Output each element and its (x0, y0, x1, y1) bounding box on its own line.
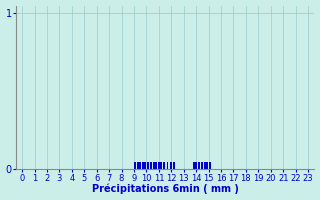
Bar (158, 162, 160, 169)
Bar (195, 162, 197, 169)
Bar (173, 162, 175, 169)
Bar (202, 162, 203, 169)
Bar (144, 162, 146, 169)
Bar (163, 162, 165, 169)
Bar (167, 162, 169, 169)
Bar (139, 162, 141, 169)
Bar (209, 162, 211, 169)
Bar (170, 162, 172, 169)
Bar (206, 162, 208, 169)
Bar (142, 162, 144, 169)
Bar (137, 162, 139, 169)
Bar (156, 162, 157, 169)
Bar (147, 162, 148, 169)
Bar (193, 162, 195, 169)
X-axis label: Précipitations 6min ( mm ): Précipitations 6min ( mm ) (92, 184, 238, 194)
Bar (160, 162, 162, 169)
Bar (204, 162, 206, 169)
Bar (153, 162, 155, 169)
Bar (198, 162, 200, 169)
Bar (150, 162, 152, 169)
Bar (134, 162, 136, 169)
